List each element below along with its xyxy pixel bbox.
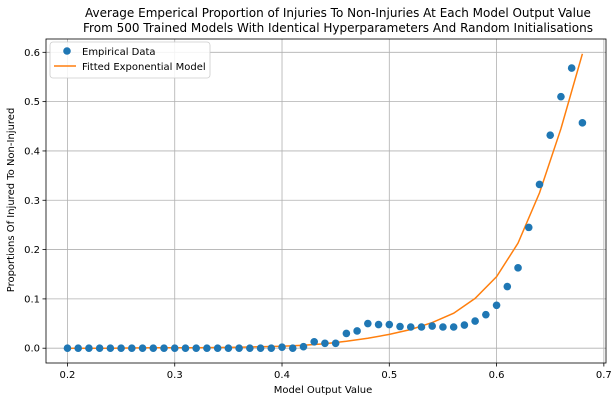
axis-ticks: 0.2 0.3 0.4 0.5 0.6 0.7 0.0 0.1 0.2 0.3 0.4 0.5 0.6 bbox=[24, 48, 612, 381]
empirical-data-point bbox=[385, 320, 394, 329]
empirical-data-point bbox=[128, 344, 136, 353]
empirical-data-point bbox=[331, 339, 340, 348]
legend-marker-empirical bbox=[63, 47, 71, 55]
empirical-data-point bbox=[567, 64, 576, 72]
x-tick-label: 0.4 bbox=[274, 370, 290, 381]
empirical-data-point bbox=[235, 344, 243, 353]
empirical-data-point bbox=[256, 344, 265, 353]
y-tick-label: 0.3 bbox=[24, 196, 40, 207]
empirical-data-point bbox=[117, 344, 125, 353]
grid bbox=[46, 39, 606, 363]
empirical-data-point bbox=[63, 344, 72, 353]
empirical-data-point bbox=[106, 344, 115, 353]
empirical-data-point bbox=[492, 301, 501, 310]
empirical-data-point bbox=[578, 119, 587, 127]
empirical-data-point bbox=[85, 344, 93, 353]
y-tick-label: 0.2 bbox=[24, 245, 40, 256]
empirical-data-point bbox=[514, 264, 522, 272]
empirical-data-point bbox=[471, 317, 479, 325]
empirical-data-point bbox=[74, 344, 82, 353]
empirical-data-point bbox=[417, 323, 426, 331]
empirical-data-point bbox=[160, 344, 168, 353]
empirical-data-point bbox=[321, 339, 329, 348]
empirical-data-point bbox=[482, 310, 490, 319]
legend-label-fitted: Fitted Exponential Model bbox=[82, 62, 206, 73]
empirical-data-point bbox=[546, 131, 555, 139]
plot-area bbox=[63, 53, 587, 353]
empirical-data-point bbox=[406, 323, 415, 331]
empirical-data-point bbox=[224, 344, 233, 353]
y-tick-label: 0.0 bbox=[24, 344, 40, 355]
empirical-data-point bbox=[342, 329, 351, 338]
empirical-data-point bbox=[170, 344, 179, 353]
empirical-data-point bbox=[149, 344, 158, 353]
y-axis-label: Proportions Of Injured To Non-Injured bbox=[6, 108, 17, 293]
empirical-data-point bbox=[374, 320, 383, 329]
empirical-data-point bbox=[310, 337, 318, 346]
empirical-data-point bbox=[299, 342, 308, 351]
empirical-data-point bbox=[278, 343, 286, 352]
empirical-data-point bbox=[524, 223, 533, 232]
empirical-data-point bbox=[192, 344, 200, 353]
chart-title-line-2: From 500 Trained Models With Identical H… bbox=[83, 21, 593, 35]
y-tick-label: 0.4 bbox=[24, 146, 40, 157]
x-tick-label: 0.5 bbox=[381, 370, 397, 381]
y-tick-label: 0.1 bbox=[24, 294, 40, 305]
empirical-data-point bbox=[364, 319, 372, 328]
empirical-data-point bbox=[203, 344, 211, 353]
empirical-data-point bbox=[428, 322, 437, 330]
x-tick-label: 0.6 bbox=[489, 370, 505, 381]
x-axis-label: Model Output Value bbox=[274, 385, 373, 396]
y-tick-label: 0.6 bbox=[24, 48, 40, 59]
legend-frame bbox=[49, 41, 211, 79]
empirical-data-point bbox=[353, 327, 361, 335]
legend: Empirical Data Fitted Exponential Model bbox=[49, 41, 211, 79]
empirical-data-point bbox=[138, 344, 147, 353]
empirical-data-point bbox=[288, 344, 297, 353]
empirical-data-point bbox=[449, 323, 458, 331]
empirical-data-point bbox=[460, 321, 469, 329]
empirical-data-point bbox=[181, 344, 190, 353]
empirical-data-point bbox=[557, 92, 565, 101]
empirical-data-point bbox=[503, 282, 512, 291]
y-tick-label: 0.5 bbox=[24, 97, 40, 108]
x-tick-label: 0.3 bbox=[167, 370, 183, 381]
empirical-data-point bbox=[439, 323, 447, 331]
x-tick-label: 0.7 bbox=[596, 370, 612, 381]
empirical-data-point bbox=[267, 344, 276, 353]
empirical-data-point bbox=[535, 180, 544, 189]
empirical-data-point bbox=[213, 344, 222, 353]
empirical-data-point bbox=[95, 344, 104, 353]
empirical-data-point bbox=[396, 322, 404, 331]
legend-label-empirical: Empirical Data bbox=[82, 47, 156, 58]
x-tick-label: 0.2 bbox=[60, 370, 76, 381]
chart-title-line-1: Average Emperical Proportion of Injuries… bbox=[85, 6, 591, 20]
plot-frame bbox=[45, 38, 607, 364]
empirical-data-point bbox=[246, 344, 254, 353]
